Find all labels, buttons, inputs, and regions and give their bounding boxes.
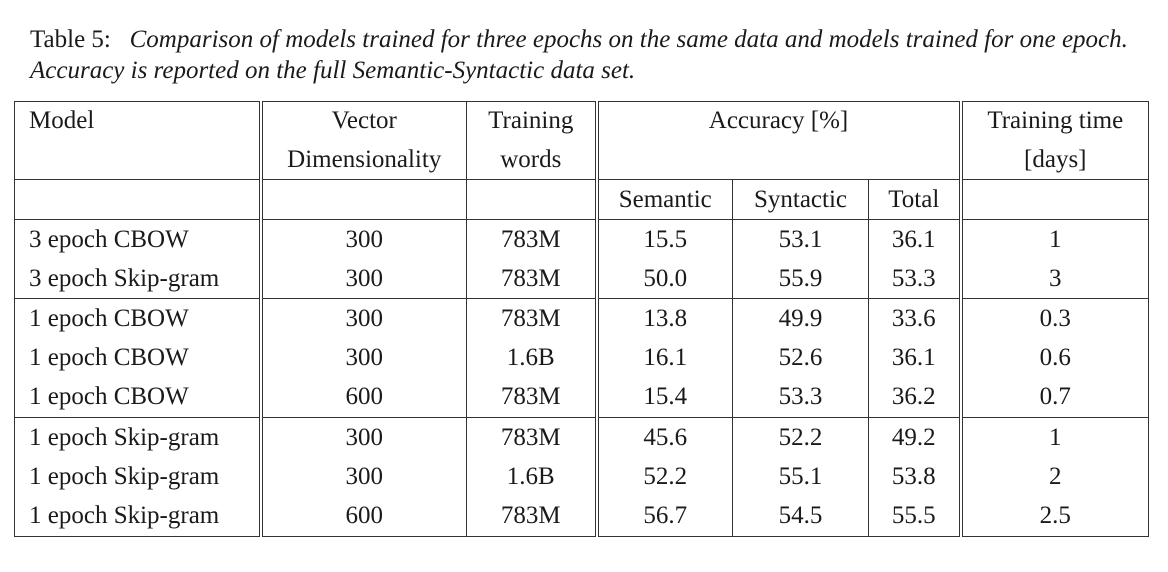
cell-total: 55.5 (868, 496, 963, 537)
cell-dim: 300 (260, 219, 467, 260)
header-accuracy: Accuracy [%] (596, 101, 963, 141)
table-row: 1 epoch CBOW 600 783M 15.4 53.3 36.2 0.7 (14, 377, 1150, 418)
cell-words: 783M (466, 496, 599, 537)
header-row-2: Dimensionality words [days] (14, 140, 1150, 180)
cell-dim: 600 (260, 496, 467, 537)
cell-time: 0.7 (960, 377, 1150, 418)
cell-model: 3 epoch Skip-gram (14, 259, 263, 299)
cell-syntactic: 53.3 (732, 377, 869, 418)
cell-dim: 300 (260, 298, 467, 339)
header-time-1: Training time (960, 101, 1150, 141)
cell-syntactic: 55.9 (732, 259, 869, 299)
cell-time: 0.6 (960, 338, 1150, 378)
cell-syntactic: 52.6 (732, 338, 869, 378)
cell-semantic: 45.6 (596, 416, 733, 458)
cell-dim: 300 (260, 259, 467, 299)
cell-model: 3 epoch CBOW (14, 219, 263, 260)
header-total: Total (868, 179, 963, 220)
cell-total: 33.6 (868, 298, 963, 339)
header-syntactic: Syntactic (732, 179, 869, 220)
cell-semantic: 15.4 (596, 377, 733, 418)
cell-semantic: 52.2 (596, 457, 733, 497)
caption-label: Table 5: (30, 26, 111, 53)
cell-time: 2 (960, 457, 1150, 497)
cell-total: 53.8 (868, 457, 963, 497)
cell-words: 783M (466, 219, 599, 260)
cell-syntactic: 54.5 (732, 496, 869, 537)
header-row-1: Model Vector Training Accuracy [%] Train… (14, 101, 1150, 141)
cell-total: 36.1 (868, 219, 963, 260)
cell-syntactic: 55.1 (732, 457, 869, 497)
cell-words: 1.6B (466, 338, 599, 378)
table-row: 3 epoch Skip-gram 300 783M 50.0 55.9 53.… (14, 259, 1150, 299)
table-row: 1 epoch CBOW 300 783M 13.8 49.9 33.6 0.3 (14, 298, 1150, 339)
cell-syntactic: 49.9 (732, 298, 869, 339)
cell-dim: 300 (260, 338, 467, 378)
header-model: Model (14, 101, 263, 141)
table-row: 3 epoch CBOW 300 783M 15.5 53.1 36.1 1 (14, 219, 1150, 260)
cell-model: 1 epoch Skip-gram (14, 416, 263, 458)
header-row-3: Semantic Syntactic Total (14, 179, 1150, 220)
cell-time: 2.5 (960, 496, 1150, 537)
cell-words: 783M (466, 259, 599, 299)
cell-total: 36.2 (868, 377, 963, 418)
header-time-2: [days] (960, 140, 1150, 180)
cell-words: 1.6B (466, 457, 599, 497)
cell-semantic: 56.7 (596, 496, 733, 537)
cell-model: 1 epoch Skip-gram (14, 496, 263, 537)
cell-total: 36.1 (868, 338, 963, 378)
cell-model: 1 epoch CBOW (14, 377, 263, 418)
cell-semantic: 50.0 (596, 259, 733, 299)
table-row: 1 epoch Skip-gram 600 783M 56.7 54.5 55.… (14, 496, 1150, 537)
cell-semantic: 16.1 (596, 338, 733, 378)
table-caption: Table 5: Comparison of models trained fo… (30, 24, 1140, 86)
cell-time: 1 (960, 219, 1150, 260)
cell-dim: 300 (260, 457, 467, 497)
cell-syntactic: 52.2 (732, 416, 869, 458)
header-vector-1: Vector (260, 101, 467, 141)
header-vector-2: Dimensionality (260, 140, 467, 180)
cell-semantic: 15.5 (596, 219, 733, 260)
caption-text: Comparison of models trained for three e… (30, 26, 1128, 84)
cell-model: 1 epoch Skip-gram (14, 457, 263, 497)
header-training-1: Training (466, 101, 599, 141)
header-training-2: words (466, 140, 599, 180)
cell-time: 1 (960, 416, 1150, 458)
cell-words: 783M (466, 298, 599, 339)
table-row: 1 epoch Skip-gram 300 783M 45.6 52.2 49.… (14, 416, 1150, 458)
table-row: 1 epoch CBOW 300 1.6B 16.1 52.6 36.1 0.6 (14, 338, 1150, 378)
cell-total: 53.3 (868, 259, 963, 299)
cell-words: 783M (466, 416, 599, 458)
results-table: Model Vector Training Accuracy [%] Train… (14, 101, 1150, 537)
cell-time: 0.3 (960, 298, 1150, 339)
cell-model: 1 epoch CBOW (14, 338, 263, 378)
table-row: 1 epoch Skip-gram 300 1.6B 52.2 55.1 53.… (14, 457, 1150, 497)
cell-words: 783M (466, 377, 599, 418)
cell-total: 49.2 (868, 416, 963, 458)
cell-dim: 300 (260, 416, 467, 458)
header-semantic: Semantic (596, 179, 733, 220)
cell-model: 1 epoch CBOW (14, 298, 263, 339)
cell-syntactic: 53.1 (732, 219, 869, 260)
cell-time: 3 (960, 259, 1150, 299)
cell-semantic: 13.8 (596, 298, 733, 339)
cell-dim: 600 (260, 377, 467, 418)
